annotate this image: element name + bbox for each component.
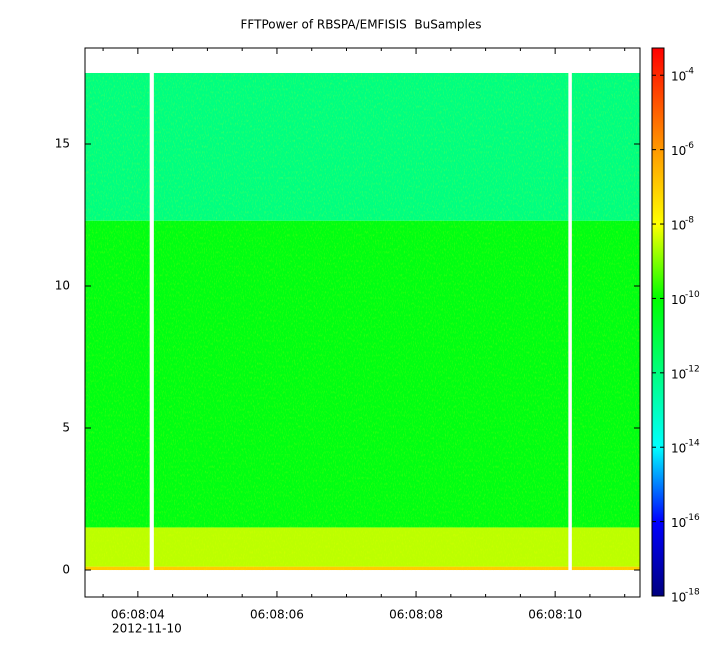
colorbar-tick-label: 10 — [671, 70, 686, 84]
colorbar-tick-exponent: -18 — [685, 588, 700, 598]
spectrogram — [85, 72, 640, 571]
y-tick-label: 10 — [55, 279, 70, 293]
x-tick-label: 06:08:10 — [528, 608, 582, 622]
colorbar-tick-exponent: -6 — [685, 141, 694, 151]
colorbar — [651, 47, 665, 597]
colorbar-tick-label: 10 — [671, 367, 686, 381]
x-tick-label: 06:08:08 — [389, 608, 443, 622]
colorbar-tick-exponent: -8 — [685, 216, 694, 226]
colorbar-tick-label: 10 — [671, 591, 686, 605]
colorbar-tick-label: 10 — [671, 293, 686, 307]
y-tick-label: 15 — [55, 136, 70, 150]
texture — [571, 72, 640, 571]
chart-title: FFTPower of RBSPA/EMFISIS BuSamples — [241, 18, 482, 32]
colorbar-tick-label: 10 — [671, 219, 686, 233]
colorbar-tick-label: 10 — [671, 442, 686, 456]
x-tick-label: 06:08:04 — [111, 608, 165, 622]
y-tick-label: 0 — [62, 563, 70, 577]
colorbar-tick-exponent: -4 — [685, 67, 694, 77]
colorbar-tick-label: 10 — [671, 144, 686, 158]
texture — [153, 72, 569, 571]
plot-frame — [84, 47, 641, 598]
y-tick-label: 5 — [62, 421, 70, 435]
colorbar-tick-exponent: -14 — [685, 439, 700, 449]
colorbar-tick-exponent: -10 — [685, 290, 700, 300]
colorbar-tick-label: 10 — [671, 516, 686, 530]
x-tick-label: 06:08:06 — [250, 608, 304, 622]
texture — [85, 72, 150, 571]
x-date-label: 2012-11-10 — [112, 622, 182, 636]
colorbar-tick-exponent: -12 — [685, 364, 700, 374]
colorbar-tick-exponent: -16 — [685, 513, 700, 523]
